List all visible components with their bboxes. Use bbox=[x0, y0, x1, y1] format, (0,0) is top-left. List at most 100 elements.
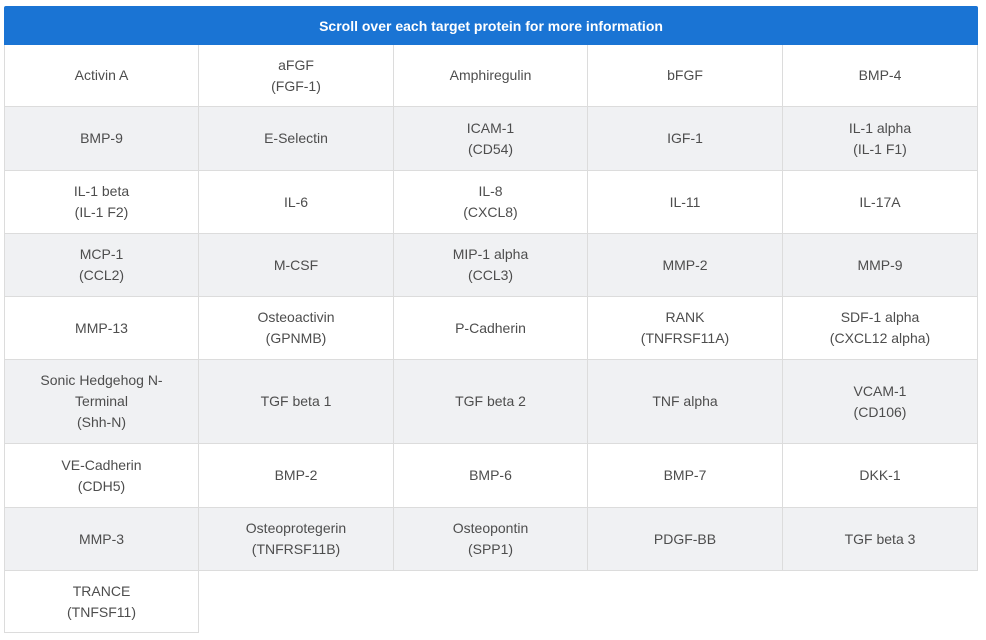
protein-cell[interactable]: ICAM-1 (CD54) bbox=[394, 107, 588, 171]
protein-cell[interactable]: Sonic Hedgehog N- Terminal (Shh-N) bbox=[4, 360, 199, 444]
protein-cell[interactable]: VCAM-1 (CD106) bbox=[783, 360, 978, 444]
protein-label-line: IL-1 beta bbox=[73, 183, 130, 199]
protein-label-line: IL-1 alpha bbox=[848, 119, 912, 136]
protein-label-line: (CD54) bbox=[467, 140, 514, 157]
protein-cell[interactable]: VE-Cadherin (CDH5) bbox=[4, 444, 199, 508]
protein-label-line: (IL-1 F2) bbox=[74, 204, 129, 220]
protein-cell[interactable]: BMP-9 bbox=[4, 107, 199, 171]
table-header: Scroll over each target protein for more… bbox=[4, 6, 978, 45]
protein-label-line: MIP-1 alpha bbox=[452, 246, 529, 262]
protein-cell[interactable]: TRANCE (TNFSF11) bbox=[4, 571, 199, 633]
protein-label-line: IL-17A bbox=[859, 193, 901, 210]
protein-cell[interactable]: IL-11 bbox=[588, 171, 783, 234]
protein-label-line: M-CSF bbox=[273, 256, 319, 273]
protein-cell[interactable]: TNF alpha bbox=[588, 360, 783, 444]
protein-label-line: IL-8 bbox=[478, 183, 503, 199]
protein-label-line: (CXCL12 alpha) bbox=[829, 330, 931, 346]
protein-label-line: RANK bbox=[665, 309, 705, 325]
protein-label-line: Osteoprotegerin bbox=[245, 520, 347, 536]
protein-cell[interactable]: IGF-1 bbox=[588, 107, 783, 171]
protein-label-line: (FGF-1) bbox=[271, 77, 321, 94]
protein-label-line: TGF beta 1 bbox=[260, 393, 332, 409]
protein-cell[interactable]: P-Cadherin bbox=[394, 297, 588, 360]
protein-cell[interactable]: BMP-2 bbox=[199, 444, 394, 508]
protein-label-line: BMP-2 bbox=[274, 467, 318, 483]
protein-cell[interactable]: MMP-13 bbox=[4, 297, 199, 360]
protein-cell[interactable]: DKK-1 bbox=[783, 444, 978, 508]
protein-label-line: (IL-1 F1) bbox=[853, 140, 907, 157]
protein-label-line: DKK-1 bbox=[859, 467, 901, 483]
protein-label-line: VE-Cadherin bbox=[61, 456, 142, 473]
protein-cell[interactable]: IL-17A bbox=[783, 171, 978, 234]
protein-label-line: IL-11 bbox=[669, 193, 701, 210]
protein-label-line: TRANCE bbox=[72, 582, 131, 599]
protein-cell[interactable]: TGF beta 3 bbox=[783, 508, 978, 571]
protein-label-line: IL-6 bbox=[283, 193, 309, 210]
protein-label-line: (Shh-N) bbox=[76, 414, 126, 430]
protein-label-line: ICAM-1 bbox=[466, 119, 515, 136]
protein-label-line: Osteopontin bbox=[452, 520, 529, 536]
protein-cell[interactable]: MMP-2 bbox=[588, 234, 783, 297]
empty-cell bbox=[394, 571, 588, 633]
protein-label-line: MCP-1 bbox=[79, 246, 124, 262]
protein-cell[interactable]: aFGF (FGF-1) bbox=[199, 45, 394, 107]
protein-label-line: (TNFRSF11A) bbox=[640, 330, 730, 346]
protein-label-line: P-Cadherin bbox=[455, 319, 526, 336]
protein-cell[interactable]: IL-6 bbox=[199, 171, 394, 234]
protein-label-line: BMP-9 bbox=[80, 130, 123, 146]
protein-cell[interactable]: IL-1 beta (IL-1 F2) bbox=[4, 171, 199, 234]
protein-label-line: Amphiregulin bbox=[449, 67, 532, 83]
protein-label-line: MMP-3 bbox=[78, 530, 125, 547]
protein-label-line: PDGF-BB bbox=[653, 530, 717, 547]
protein-cell[interactable]: Amphiregulin bbox=[394, 45, 588, 107]
protein-cell[interactable]: MCP-1 (CCL2) bbox=[4, 234, 199, 297]
protein-label-line: bFGF bbox=[667, 67, 703, 83]
protein-label-line: MMP-2 bbox=[662, 256, 708, 273]
protein-cell[interactable]: RANK (TNFRSF11A) bbox=[588, 297, 783, 360]
protein-label-line: Activin A bbox=[74, 67, 129, 83]
protein-label-line: BMP-4 bbox=[858, 67, 902, 83]
protein-label-line: VCAM-1 bbox=[853, 382, 907, 399]
empty-cell bbox=[199, 571, 394, 633]
protein-cell[interactable]: MMP-9 bbox=[783, 234, 978, 297]
protein-label-line: (CCL2) bbox=[78, 267, 125, 283]
protein-cell[interactable]: BMP-7 bbox=[588, 444, 783, 508]
protein-label-line: E-Selectin bbox=[264, 130, 328, 146]
protein-label-line: BMP-7 bbox=[663, 467, 707, 483]
protein-cell[interactable]: Osteoprotegerin (TNFRSF11B) bbox=[199, 508, 394, 571]
protein-label-line: (GPNMB) bbox=[265, 330, 327, 346]
protein-cell[interactable]: TGF beta 2 bbox=[394, 360, 588, 444]
protein-label-line: (CD106) bbox=[853, 403, 907, 420]
protein-cell[interactable]: Osteopontin (SPP1) bbox=[394, 508, 588, 571]
protein-label-line: BMP-6 bbox=[469, 467, 512, 483]
protein-label-line: (CXCL8) bbox=[463, 204, 518, 220]
protein-cell[interactable]: TGF beta 1 bbox=[199, 360, 394, 444]
protein-label-line: Sonic Hedgehog N- bbox=[40, 372, 163, 388]
protein-cell[interactable]: MMP-3 bbox=[4, 508, 199, 571]
protein-cell[interactable]: E-Selectin bbox=[199, 107, 394, 171]
protein-label-line: SDF-1 alpha bbox=[840, 309, 920, 325]
protein-label-line: Terminal bbox=[75, 393, 128, 409]
protein-label-line: TNF alpha bbox=[652, 393, 718, 409]
protein-label-line: Osteoactivin bbox=[257, 309, 335, 325]
protein-label-line: IGF-1 bbox=[667, 130, 703, 146]
target-protein-table: Scroll over each target protein for more… bbox=[4, 6, 978, 633]
protein-label-line: (TNFSF11) bbox=[67, 603, 136, 620]
protein-cell[interactable]: BMP-4 bbox=[783, 45, 978, 107]
protein-label-line: (CDH5) bbox=[77, 477, 126, 494]
protein-cell[interactable]: M-CSF bbox=[199, 234, 394, 297]
protein-cell[interactable]: IL-1 alpha (IL-1 F1) bbox=[783, 107, 978, 171]
protein-label-line: TGF beta 3 bbox=[844, 530, 916, 547]
protein-grid: Activin A aFGF (FGF-1) Amphiregulin bFGF BMP-… bbox=[4, 45, 978, 633]
protein-label-line: MMP-9 bbox=[857, 256, 903, 273]
protein-cell[interactable]: MIP-1 alpha (CCL3) bbox=[394, 234, 588, 297]
protein-cell[interactable]: Osteoactivin (GPNMB) bbox=[199, 297, 394, 360]
protein-cell[interactable]: PDGF-BB bbox=[588, 508, 783, 571]
protein-cell[interactable]: bFGF bbox=[588, 45, 783, 107]
protein-label-line: (CCL3) bbox=[467, 267, 514, 283]
protein-cell[interactable]: SDF-1 alpha (CXCL12 alpha) bbox=[783, 297, 978, 360]
protein-cell[interactable]: Activin A bbox=[4, 45, 199, 107]
protein-cell[interactable]: BMP-6 bbox=[394, 444, 588, 508]
protein-cell[interactable]: IL-8 (CXCL8) bbox=[394, 171, 588, 234]
empty-cell bbox=[783, 571, 978, 633]
